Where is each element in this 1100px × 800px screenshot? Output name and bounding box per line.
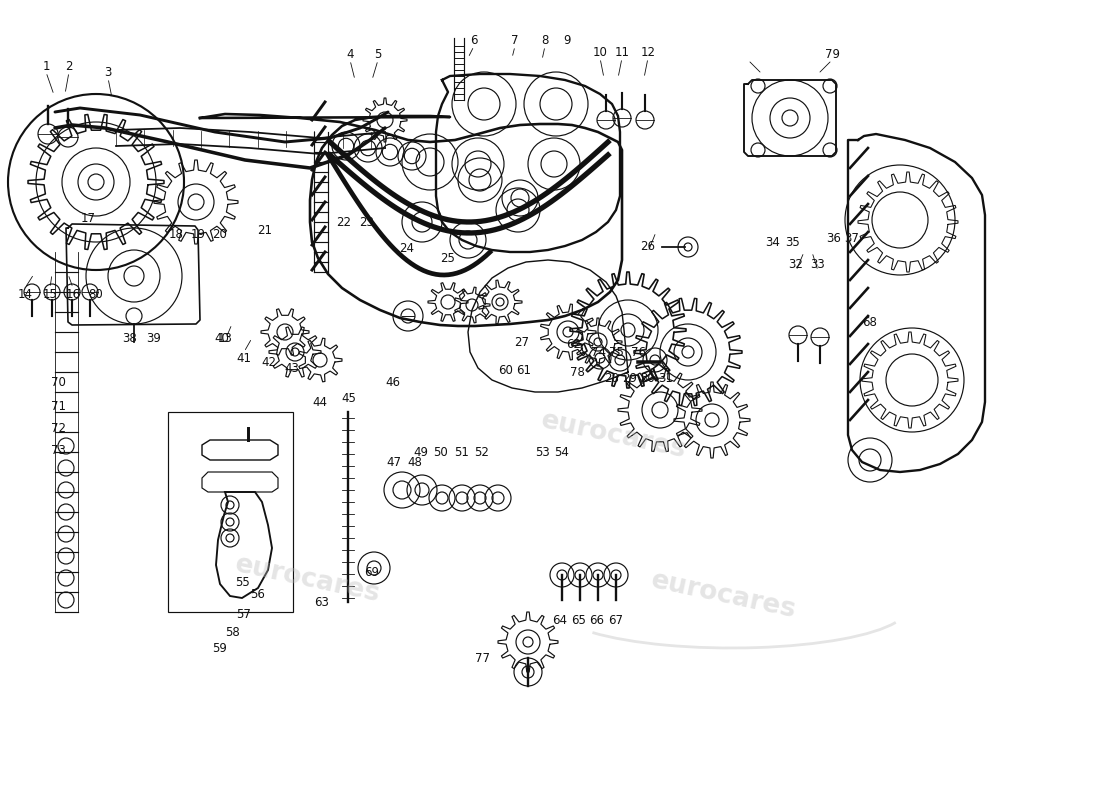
Text: 39: 39 <box>146 331 162 345</box>
Text: 49: 49 <box>414 446 429 458</box>
Text: 9: 9 <box>563 34 571 46</box>
Text: 52: 52 <box>474 446 490 458</box>
Text: 80: 80 <box>89 287 103 301</box>
Text: 75: 75 <box>608 346 624 358</box>
Text: 35: 35 <box>785 235 801 249</box>
Text: 46: 46 <box>385 375 400 389</box>
Text: 1: 1 <box>42 59 50 73</box>
Text: eurocares: eurocares <box>539 408 689 464</box>
Text: 21: 21 <box>257 223 273 237</box>
Text: 54: 54 <box>554 446 570 458</box>
Text: 32: 32 <box>789 258 803 271</box>
Text: 26: 26 <box>640 239 656 253</box>
Text: 72: 72 <box>51 422 66 434</box>
Text: 36: 36 <box>826 231 842 245</box>
Text: 31: 31 <box>659 371 673 385</box>
Text: 76: 76 <box>630 346 646 358</box>
Text: 42: 42 <box>262 355 276 369</box>
Text: 61: 61 <box>517 363 531 377</box>
Text: 38: 38 <box>122 331 138 345</box>
Text: 20: 20 <box>212 227 228 241</box>
Text: 33: 33 <box>811 258 825 271</box>
Text: 62: 62 <box>566 338 582 351</box>
Text: 19: 19 <box>190 227 206 241</box>
Text: 37: 37 <box>845 231 859 245</box>
Text: 23: 23 <box>360 215 374 229</box>
Text: 79: 79 <box>825 47 839 61</box>
Text: eurocares: eurocares <box>649 568 799 624</box>
Text: 59: 59 <box>212 642 228 654</box>
Text: 65: 65 <box>572 614 586 626</box>
Text: 25: 25 <box>441 251 455 265</box>
Text: 5: 5 <box>374 47 382 61</box>
Text: 63: 63 <box>315 595 329 609</box>
Text: 28: 28 <box>605 371 619 385</box>
Text: 11: 11 <box>615 46 629 58</box>
Text: 64: 64 <box>552 614 568 626</box>
Text: eurocares: eurocares <box>233 552 383 608</box>
Text: 56: 56 <box>251 589 265 602</box>
Text: 57: 57 <box>236 609 252 622</box>
Text: 4: 4 <box>346 47 354 61</box>
Text: 70: 70 <box>51 375 65 389</box>
Text: 30: 30 <box>640 371 656 385</box>
Text: 71: 71 <box>51 399 66 413</box>
Bar <box>168 412 293 612</box>
Text: 78: 78 <box>570 366 584 378</box>
Text: 41: 41 <box>236 351 252 365</box>
Text: 3: 3 <box>104 66 112 78</box>
Text: 67: 67 <box>608 614 624 626</box>
Text: 29: 29 <box>623 371 638 385</box>
Text: 48: 48 <box>408 455 422 469</box>
Text: 60: 60 <box>498 363 514 377</box>
Text: 14: 14 <box>18 287 33 301</box>
Text: 12: 12 <box>640 46 656 58</box>
Text: 69: 69 <box>364 566 380 578</box>
Text: 8: 8 <box>541 34 549 46</box>
Text: 22: 22 <box>337 215 352 229</box>
Text: 68: 68 <box>862 315 878 329</box>
Text: 55: 55 <box>235 575 251 589</box>
Text: 13: 13 <box>218 331 232 345</box>
Text: 66: 66 <box>590 614 605 626</box>
Text: 44: 44 <box>312 395 328 409</box>
Text: 16: 16 <box>66 287 80 301</box>
Text: 7: 7 <box>512 34 519 46</box>
Text: 74: 74 <box>591 346 605 358</box>
Text: 73: 73 <box>51 445 65 458</box>
Text: 77: 77 <box>475 651 491 665</box>
Text: 40: 40 <box>214 331 230 345</box>
Text: 17: 17 <box>80 211 96 225</box>
Text: 47: 47 <box>386 455 402 469</box>
Text: 10: 10 <box>593 46 607 58</box>
Text: 45: 45 <box>342 391 356 405</box>
Text: 43: 43 <box>285 362 299 374</box>
Text: 18: 18 <box>168 227 184 241</box>
Text: 34: 34 <box>766 235 780 249</box>
Text: 51: 51 <box>454 446 470 458</box>
Text: 50: 50 <box>433 446 449 458</box>
Text: 58: 58 <box>224 626 240 638</box>
Text: 15: 15 <box>43 287 57 301</box>
Text: 2: 2 <box>65 59 73 73</box>
Text: 53: 53 <box>535 446 549 458</box>
Text: 6: 6 <box>471 34 477 46</box>
Text: 24: 24 <box>399 242 415 254</box>
Text: 27: 27 <box>515 335 529 349</box>
